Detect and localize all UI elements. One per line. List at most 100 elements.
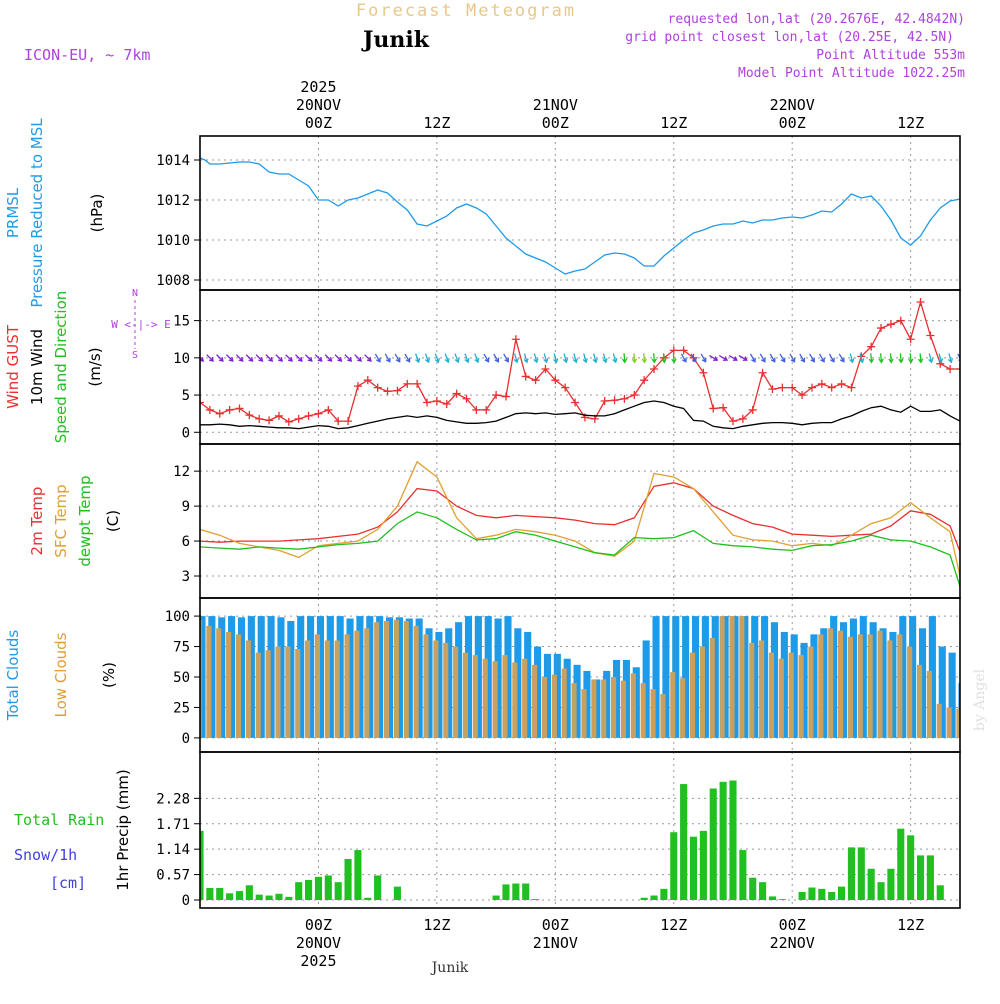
y-tick-label: 12 (173, 464, 190, 480)
clouds-bar-1 (739, 616, 745, 738)
precip-bar-0 (285, 896, 293, 900)
precip-bar-0 (344, 858, 352, 900)
wind-arrow (414, 353, 421, 364)
time-label-bottom: 00Z (779, 916, 806, 934)
clouds-bar-0 (573, 664, 581, 738)
clouds-bar-0 (435, 631, 443, 738)
gust-marker (215, 409, 224, 418)
clouds-bar-1 (305, 640, 311, 738)
location-title: Junik (361, 27, 430, 53)
y-tick-label: 2.28 (156, 791, 190, 807)
clouds-bar-0 (751, 616, 759, 738)
wind-title-line: Speed and Direction (52, 291, 70, 444)
clouds-bar-1 (620, 680, 626, 738)
clouds-bar-1 (344, 634, 350, 738)
clouds-bar-1 (403, 620, 409, 738)
clouds-bar-0 (504, 616, 512, 738)
time-label-top: 22NOV (770, 96, 815, 114)
precip-bar-0 (324, 875, 332, 900)
wind-arrow (245, 354, 254, 362)
clouds-bar-1 (334, 640, 340, 738)
clouds-bar-0 (346, 618, 354, 738)
wind-ylabel: (m/s) (86, 347, 104, 386)
clouds-bar-0 (474, 616, 482, 738)
clouds-bar-0 (395, 617, 403, 738)
precip-bar-0 (699, 830, 707, 900)
clouds-bar-1 (591, 679, 597, 738)
clouds-bar-1 (275, 646, 281, 738)
wind-arrow (553, 353, 559, 364)
gust-marker (442, 399, 451, 408)
precip-bar-0 (749, 877, 757, 900)
time-label-bottom: 00Z (305, 916, 332, 934)
clouds-bar-0 (208, 616, 216, 738)
temperature-series-line-1 (200, 460, 960, 577)
temperature-series-line-0 (200, 482, 960, 552)
clouds-bar-1 (561, 668, 567, 738)
clouds-bar-1 (314, 634, 321, 738)
clouds-bar-0 (455, 622, 463, 738)
clouds-bar-0 (800, 642, 808, 738)
time-label-bottom: 12Z (423, 916, 450, 934)
time-label-top: 00Z (305, 114, 332, 132)
gust-marker (758, 368, 767, 377)
wind-arrow (749, 353, 756, 363)
precip-bar-0 (887, 868, 895, 900)
wind-arrow (828, 353, 835, 363)
precip-title-line: Snow/1h (14, 846, 77, 864)
gust-marker (482, 405, 491, 414)
wind-arrow (503, 353, 510, 363)
clouds-bar-1 (245, 640, 251, 738)
gust-marker (423, 398, 432, 407)
clouds-bar-1 (581, 689, 587, 738)
clouds-bar-1 (206, 625, 212, 738)
precip-bar-0 (532, 899, 540, 900)
clouds-plot-area (200, 598, 960, 752)
gust-marker (344, 417, 353, 426)
precip-bar-0 (640, 897, 648, 900)
wind-arrow (641, 353, 647, 364)
gust-marker (630, 391, 639, 400)
clouds-bar-0 (741, 616, 749, 738)
wind-arrow (434, 353, 440, 364)
time-label-bottom: 20NOV (296, 934, 341, 952)
y-tick-label: 50 (173, 670, 190, 686)
y-tick-label: 1.14 (156, 842, 190, 858)
clouds-bar-0 (524, 631, 532, 738)
clouds-bar-0 (721, 616, 729, 738)
clouds-bar-0 (810, 634, 818, 738)
y-tick-label: 0 (182, 425, 190, 441)
clouds-bar-1 (522, 658, 528, 738)
wind-arrow (235, 354, 244, 362)
clouds-bar-0 (790, 634, 798, 738)
clouds-bar-1 (364, 628, 370, 738)
clouds-bar-0 (543, 653, 552, 738)
clouds-bar-0 (336, 616, 344, 738)
wind-arrow (533, 353, 539, 364)
clouds-bar-1 (847, 636, 853, 738)
clouds-bar-0 (237, 617, 246, 738)
time-label-top: 12Z (660, 114, 687, 132)
time-label-bottom: 21NOV (533, 934, 578, 952)
gust-marker (896, 316, 905, 325)
clouds-bar-0 (770, 622, 779, 738)
gust-marker (946, 365, 955, 373)
wind-arrow (661, 353, 667, 364)
wind-arrow (718, 355, 729, 361)
clouds-bar-1 (462, 652, 469, 738)
credit-watermark: by Angel (972, 668, 988, 731)
y-tick-label: 10 (173, 351, 190, 367)
clouds-bar-1 (443, 642, 449, 738)
clouds-bar-0 (593, 679, 601, 738)
time-label-top: 00Z (779, 114, 806, 132)
clouds-bar-0 (948, 652, 956, 738)
clouds-bar-0 (731, 616, 739, 738)
gust-marker (600, 397, 609, 406)
wind-arrow (728, 355, 738, 361)
footer-location: Junik (430, 960, 469, 976)
clouds-bar-1 (887, 640, 893, 738)
clouds-bar-0 (267, 616, 275, 738)
wind-arrow (859, 353, 865, 364)
precip-bar-0 (808, 887, 816, 900)
time-label-bottom: 22NOV (770, 934, 815, 952)
